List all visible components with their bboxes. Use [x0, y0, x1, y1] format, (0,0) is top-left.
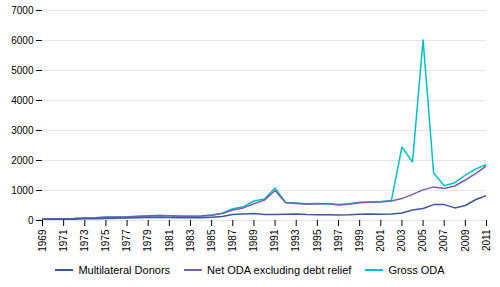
- svg-text:1977: 1977: [121, 229, 132, 252]
- svg-text:1985: 1985: [206, 229, 217, 252]
- svg-text:1973: 1973: [79, 229, 90, 252]
- svg-text:1987: 1987: [227, 229, 238, 252]
- svg-text:1979: 1979: [142, 229, 153, 252]
- svg-text:2001: 2001: [375, 229, 386, 252]
- svg-text:0: 0: [28, 215, 34, 226]
- html-text:Multilateral Donors: Multilateral Donors: [78, 264, 171, 276]
- svg-text:1981: 1981: [164, 229, 175, 252]
- svg-text:1975: 1975: [100, 229, 111, 252]
- svg-text:2005: 2005: [417, 229, 428, 252]
- svg-text:1997: 1997: [333, 229, 344, 252]
- svg-text:1000: 1000: [11, 185, 34, 196]
- svg-text:1999: 1999: [354, 229, 365, 252]
- svg-text:4000: 4000: [11, 95, 34, 106]
- svg-text:2003: 2003: [396, 229, 407, 252]
- html-text:Net ODA excluding debt relief: Net ODA excluding debt relief: [207, 264, 352, 276]
- svg-text:2011: 2011: [481, 229, 492, 251]
- svg-text:1993: 1993: [290, 229, 301, 252]
- svg-text:1983: 1983: [185, 229, 196, 252]
- svg-text:5000: 5000: [11, 65, 34, 76]
- svg-text:1989: 1989: [248, 229, 259, 252]
- html-text:Gross ODA: Gross ODA: [388, 264, 445, 276]
- svg-text:3000: 3000: [11, 125, 34, 136]
- svg-text:1969: 1969: [37, 229, 48, 252]
- svg-text:2000: 2000: [11, 155, 34, 166]
- svg-text:2009: 2009: [460, 229, 471, 252]
- svg-text:1995: 1995: [312, 229, 323, 252]
- svg-text:6000: 6000: [11, 35, 34, 46]
- svg-text:7000: 7000: [11, 5, 34, 16]
- svg-text:2007: 2007: [438, 229, 449, 252]
- svg-text:1991: 1991: [269, 229, 280, 252]
- svg-text:1971: 1971: [58, 229, 69, 252]
